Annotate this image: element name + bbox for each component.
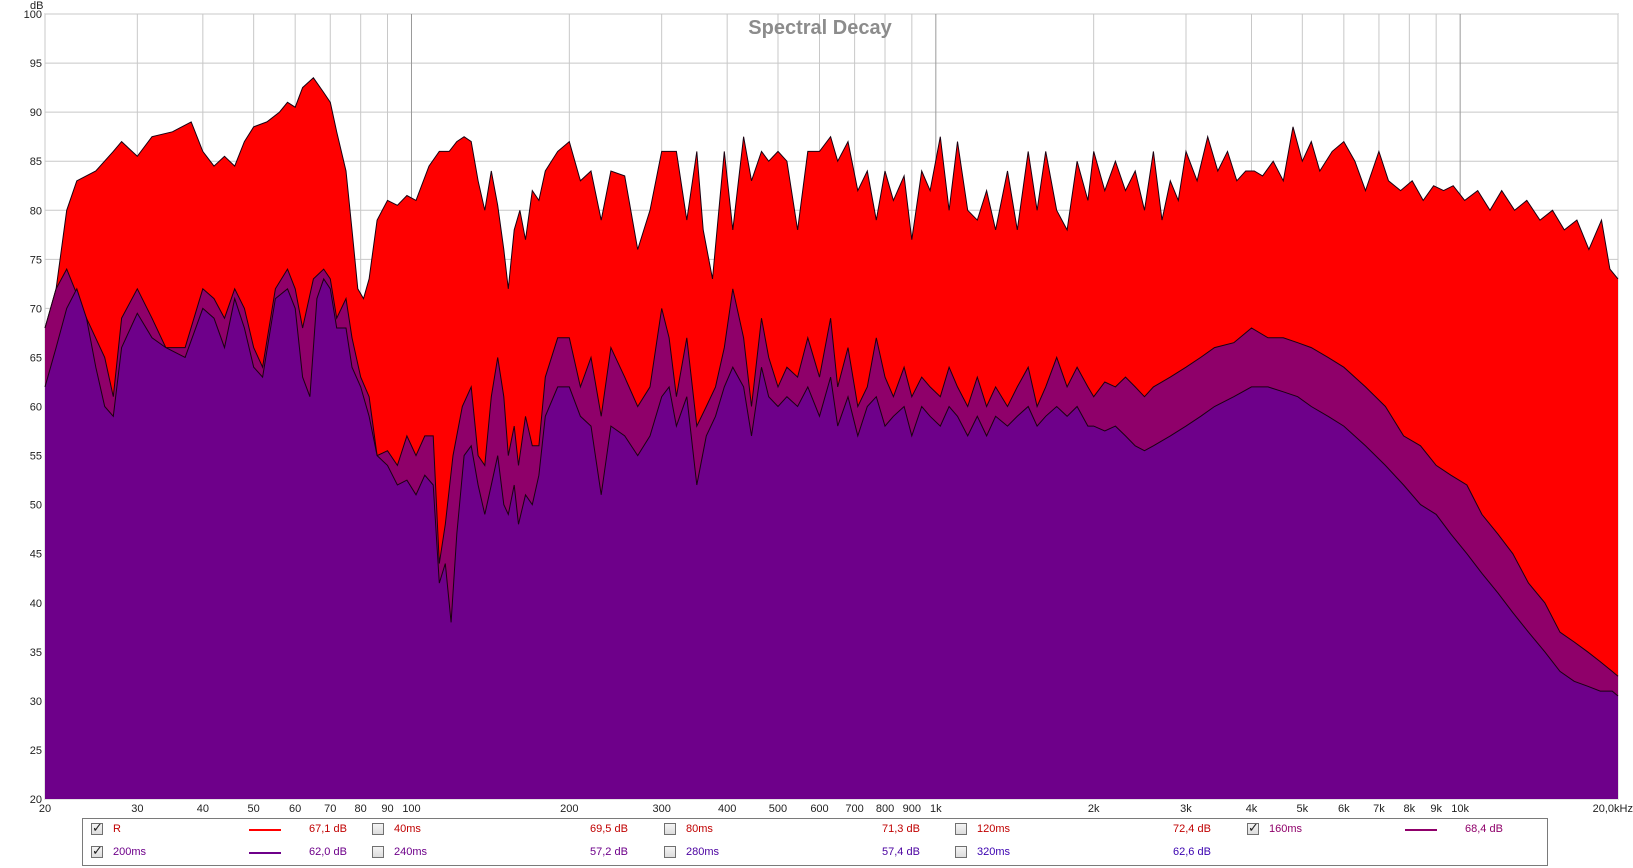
y-tick-label: 50 bbox=[30, 500, 42, 512]
x-tick-label: 30 bbox=[131, 803, 143, 815]
x-tick-label: 100 bbox=[402, 803, 420, 815]
y-tick-label: 40 bbox=[30, 598, 42, 610]
y-tick-label: 20 bbox=[30, 794, 42, 806]
x-tick-label: 3k bbox=[1180, 803, 1192, 815]
x-tick-label: 6k bbox=[1338, 803, 1350, 815]
legend-label: 40ms bbox=[394, 823, 421, 835]
x-tick-label: 300 bbox=[652, 803, 670, 815]
y-tick-label: 70 bbox=[30, 303, 42, 315]
x-tick-label: 90 bbox=[381, 803, 393, 815]
y-tick-label: 25 bbox=[30, 745, 42, 757]
x-tick-label: 10k bbox=[1451, 803, 1469, 815]
legend-value: 69,5 dB bbox=[590, 823, 628, 835]
legend-value: 57,4 dB bbox=[882, 846, 920, 858]
x-tick-label: 2k bbox=[1088, 803, 1100, 815]
legend-value: 68,4 dB bbox=[1465, 823, 1503, 835]
legend-swatch bbox=[249, 829, 281, 831]
x-tick-label: 1k bbox=[930, 803, 942, 815]
legend-checkbox[interactable] bbox=[955, 846, 967, 858]
legend-label: 240ms bbox=[394, 846, 428, 858]
y-axis-ticks: 100 95 90 85 80 75 70 65 60 55 50 45 40 35 30 25 20 bbox=[24, 9, 42, 806]
legend-label: 160ms bbox=[1269, 823, 1303, 835]
x-tick-label: 50 bbox=[248, 803, 260, 815]
series-areas bbox=[44, 77, 1619, 800]
legend-checkbox[interactable] bbox=[372, 846, 384, 858]
x-tick-label: 200 bbox=[560, 803, 578, 815]
x-tick-label: 9k bbox=[1430, 803, 1442, 815]
y-tick-label: 90 bbox=[30, 107, 42, 119]
legend-value: 62,6 dB bbox=[1173, 846, 1211, 858]
x-tick-label: 70 bbox=[324, 803, 336, 815]
x-tick-label: 800 bbox=[876, 803, 894, 815]
x-tick-label: 4k bbox=[1246, 803, 1258, 815]
x-axis-ticks: 20 30 40 50 60 70 80 90 100 200 300 400 500 600 700 800… bbox=[39, 803, 1633, 815]
x-tick-label: 500 bbox=[769, 803, 787, 815]
y-tick-label: 80 bbox=[30, 205, 42, 217]
x-tick-label: 7k bbox=[1373, 803, 1385, 815]
x-tick-label: 8k bbox=[1404, 803, 1416, 815]
legend-checkbox[interactable] bbox=[91, 821, 103, 836]
x-tick-label: 20,0kHz bbox=[1593, 803, 1633, 815]
y-tick-label: 65 bbox=[30, 352, 42, 364]
legend-checkbox[interactable] bbox=[664, 846, 676, 858]
legend-label: 280ms bbox=[686, 846, 720, 858]
series-line-200ms bbox=[44, 277, 1619, 697]
y-tick-label: 60 bbox=[30, 402, 42, 414]
legend-checkbox[interactable] bbox=[372, 823, 384, 835]
legend-label: 120ms bbox=[977, 823, 1011, 835]
legend: R 67,1 dB 40ms 69,5 dB 80ms 71,3 dB 120ms 72,4 … bbox=[82, 818, 1548, 866]
spectral-decay-chart[interactable]: 20 30 40 50 60 70 80 90 100 200 300 400 500 600 700 800… bbox=[0, 0, 1633, 818]
legend-checkbox[interactable] bbox=[664, 823, 676, 835]
legend-label: 200ms bbox=[113, 846, 147, 858]
x-tick-label: 600 bbox=[810, 803, 828, 815]
x-tick-label: 60 bbox=[289, 803, 301, 815]
chart-title: Spectral Decay bbox=[748, 17, 892, 39]
y-tick-label: 75 bbox=[30, 254, 42, 266]
legend-value: 67,1 dB bbox=[309, 823, 347, 835]
legend-label: R bbox=[113, 823, 121, 835]
legend-checkbox[interactable] bbox=[955, 823, 967, 835]
legend-value: 62,0 dB bbox=[309, 846, 347, 858]
x-tick-label: 40 bbox=[197, 803, 209, 815]
x-tick-label: 5k bbox=[1297, 803, 1309, 815]
series-area-200ms bbox=[45, 278, 1618, 799]
legend-label: 80ms bbox=[686, 823, 713, 835]
series-line-160ms bbox=[44, 267, 1619, 677]
y-tick-label: 55 bbox=[30, 451, 42, 463]
legend-value: 72,4 dB bbox=[1173, 823, 1211, 835]
legend-value: 57,2 dB bbox=[590, 846, 628, 858]
legend-checkbox[interactable] bbox=[91, 844, 103, 859]
x-tick-label: 400 bbox=[718, 803, 736, 815]
y-tick-label: 30 bbox=[30, 696, 42, 708]
y-tick-label: 45 bbox=[30, 549, 42, 561]
x-tick-label: 80 bbox=[355, 803, 367, 815]
legend-label: 320ms bbox=[977, 846, 1011, 858]
series-line-R bbox=[44, 77, 1619, 329]
legend-row: R 67,1 dB 40ms 69,5 dB 80ms 71,3 dB 120ms 72,4 … bbox=[83, 819, 1547, 841]
legend-swatch bbox=[249, 852, 281, 854]
y-axis-label: dB bbox=[30, 0, 43, 12]
y-tick-label: 35 bbox=[30, 647, 42, 659]
legend-swatch bbox=[1405, 829, 1437, 831]
legend-checkbox[interactable] bbox=[1247, 821, 1259, 836]
y-tick-label: 95 bbox=[30, 58, 42, 70]
x-tick-label: 900 bbox=[903, 803, 921, 815]
x-tick-label: 700 bbox=[845, 803, 863, 815]
legend-value: 71,3 dB bbox=[882, 823, 920, 835]
y-tick-label: 100 bbox=[24, 9, 42, 21]
x-tick-label: 20 bbox=[39, 803, 51, 815]
legend-row: 200ms 62,0 dB 240ms 57,2 dB 280ms 57,4 dB 320m… bbox=[83, 842, 1547, 864]
y-tick-label: 85 bbox=[30, 156, 42, 168]
